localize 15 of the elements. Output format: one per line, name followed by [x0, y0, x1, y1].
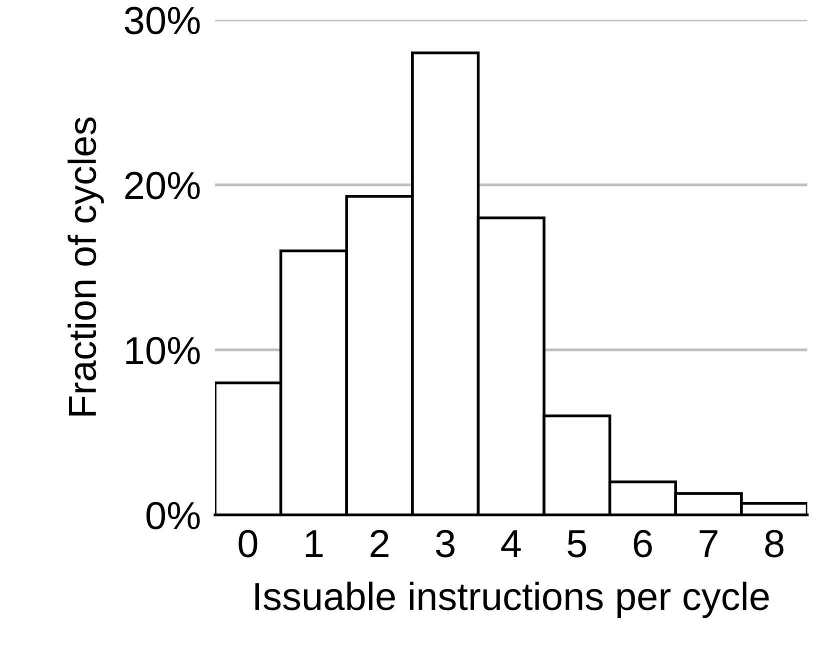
x-tick-label: 3 — [436, 530, 454, 558]
x-tick-label: 6 — [634, 530, 652, 558]
x-tick-label: 8 — [765, 530, 784, 558]
y-tick-label: 20% — [125, 172, 200, 200]
y-tick-label: 10% — [126, 336, 200, 364]
x-tick-label: 4 — [501, 530, 521, 557]
y-axis-title: Fraction of cycles — [68, 117, 104, 416]
x-tick-label: 7 — [700, 530, 718, 557]
y-tick-label: 0% — [146, 502, 200, 530]
x-tick-label: 5 — [568, 530, 586, 558]
x-tick-label: 0 — [238, 530, 258, 558]
y-tick-label: 30% — [124, 6, 200, 34]
x-tick-label: 2 — [370, 530, 388, 557]
x-tick-label: 1 — [306, 530, 323, 557]
x-axis-title: Issuable instructions per cycle — [255, 582, 769, 618]
